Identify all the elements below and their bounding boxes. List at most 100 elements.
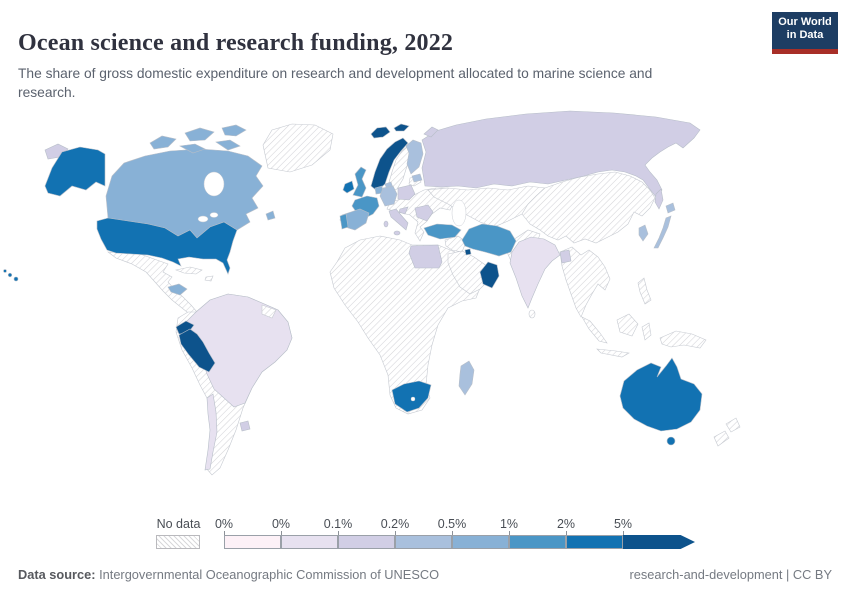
country-canada-arctic-1[interactable] xyxy=(149,135,177,150)
country-uruguay[interactable] xyxy=(239,420,251,432)
legend-bin-1[interactable] xyxy=(281,535,338,549)
country-kuwait[interactable] xyxy=(464,248,472,256)
region-no-data-cuba[interactable] xyxy=(174,266,203,275)
country-canada-arctic-5[interactable] xyxy=(215,139,241,151)
country-japan-hokkaido[interactable] xyxy=(665,202,676,214)
country-ireland[interactable] xyxy=(342,180,355,194)
legend-tick-1: 0% xyxy=(271,517,291,531)
legend-tickmark xyxy=(224,531,225,535)
country-japan-honshu[interactable] xyxy=(653,215,672,249)
country-united-kingdom[interactable] xyxy=(352,166,367,198)
country-bangladesh[interactable] xyxy=(559,249,572,264)
country-italy-sardinia[interactable] xyxy=(383,220,389,228)
region-no-data-new-zealand-south[interactable] xyxy=(713,430,730,447)
country-united-states[interactable] xyxy=(96,217,238,275)
country-iran[interactable] xyxy=(461,223,517,257)
region-no-data-mexico-central-america[interactable] xyxy=(107,251,198,317)
legend-tickmark xyxy=(338,531,339,535)
region-no-data-sulawesi[interactable] xyxy=(641,322,652,341)
country-united-states-hawaii-3[interactable] xyxy=(13,276,19,282)
legend-bin-2[interactable] xyxy=(338,535,395,549)
country-turkey[interactable] xyxy=(423,223,462,240)
legend-tickmark xyxy=(395,531,396,535)
legend-tickmark xyxy=(509,531,510,535)
legend-bin-0[interactable] xyxy=(224,535,281,549)
country-australia-tasmania[interactable] xyxy=(666,436,676,446)
region-no-data-africa[interactable] xyxy=(329,235,481,415)
country-egypt[interactable] xyxy=(408,244,443,269)
legend-bin-6[interactable] xyxy=(566,535,623,549)
lesotho-cutout xyxy=(410,396,416,402)
country-finland[interactable] xyxy=(405,139,424,175)
legend-tickmark xyxy=(452,531,453,535)
country-canada-newfoundland[interactable] xyxy=(265,210,276,221)
country-poland[interactable] xyxy=(397,184,416,201)
country-oman[interactable] xyxy=(479,261,500,289)
region-no-data-new-zealand-north[interactable] xyxy=(725,417,741,433)
legend-tick-6: 2% xyxy=(556,517,576,531)
legend-bin-7[interactable] xyxy=(623,535,695,549)
country-estonia[interactable] xyxy=(411,173,423,183)
owid-logo-line2: in Data xyxy=(786,29,824,41)
region-no-data-sri-lanka[interactable] xyxy=(528,309,536,319)
legend-tick-5: 1% xyxy=(499,517,519,531)
footer-right-text[interactable]: research-and-development | CC BY xyxy=(629,567,832,582)
data-source-value: Intergovernmental Oceanographic Commissi… xyxy=(95,567,440,582)
country-honduras[interactable] xyxy=(167,283,188,296)
country-italy-sicily[interactable] xyxy=(393,230,401,236)
region-no-data-guianas[interactable] xyxy=(261,304,277,319)
country-germany[interactable] xyxy=(379,185,398,207)
country-norway-svalbard[interactable] xyxy=(393,123,410,132)
legend-tick-0: 0% xyxy=(214,517,234,531)
legend-bin-3[interactable] xyxy=(395,535,452,549)
country-australia[interactable] xyxy=(619,357,703,432)
legend-bin-5[interactable] xyxy=(509,535,566,549)
country-united-states-hawaii-2[interactable] xyxy=(7,272,13,278)
region-no-data-china-mongolia[interactable] xyxy=(521,171,656,244)
country-madagascar[interactable] xyxy=(458,360,475,396)
country-italy[interactable] xyxy=(388,208,409,231)
country-russia-sakhalin[interactable] xyxy=(654,188,664,210)
owid-logo[interactable]: Our World in Data xyxy=(772,12,838,54)
country-peru[interactable] xyxy=(178,328,216,373)
country-united-states-hawaii-1[interactable] xyxy=(3,269,7,273)
country-canada-arctic-4[interactable] xyxy=(179,143,206,154)
region-no-data-philippines[interactable] xyxy=(637,277,652,305)
chart-subtitle: The share of gross domestic expenditure … xyxy=(18,65,653,100)
hudson-bay xyxy=(203,171,225,197)
owid-logo-stripe xyxy=(772,49,838,54)
region-no-data-hispaniola[interactable] xyxy=(204,275,214,282)
great-lakes-1 xyxy=(197,215,209,223)
legend-tickmark xyxy=(281,531,282,535)
region-no-data-java[interactable] xyxy=(596,348,630,358)
world-map[interactable] xyxy=(0,102,850,514)
country-united-states-alaska[interactable] xyxy=(44,146,106,197)
country-romania-bulgaria[interactable] xyxy=(414,204,434,222)
legend-no-data-label: No data xyxy=(156,517,201,531)
caspian-sea xyxy=(451,199,467,227)
region-no-data-borneo[interactable] xyxy=(616,313,639,337)
country-canada-arctic-3[interactable] xyxy=(221,124,247,137)
legend-no-data-swatch[interactable] xyxy=(156,535,200,549)
legend-bin-4[interactable] xyxy=(452,535,509,549)
country-india[interactable] xyxy=(509,236,561,309)
region-no-data-greenland[interactable] xyxy=(262,123,334,173)
region-no-data-southeast-asia[interactable] xyxy=(559,246,611,318)
country-russia[interactable] xyxy=(421,110,701,198)
legend-tickmark xyxy=(566,531,567,535)
country-canada-arctic-2[interactable] xyxy=(184,127,215,142)
country-chile[interactable] xyxy=(204,393,218,471)
legend-tickmark xyxy=(623,531,624,535)
page-title: Ocean science and research funding, 2022 xyxy=(18,30,454,57)
data-source-line: Data source: Intergovernmental Oceanogra… xyxy=(18,567,439,582)
region-no-data-sumatra[interactable] xyxy=(581,316,608,344)
legend-tick-2: 0.1% xyxy=(323,517,353,531)
country-south-africa[interactable] xyxy=(391,380,432,413)
country-croatia[interactable] xyxy=(398,206,409,215)
country-south-korea[interactable] xyxy=(638,224,649,242)
country-russia-novaya-zemlya[interactable] xyxy=(423,126,439,138)
country-portugal[interactable] xyxy=(339,213,349,230)
country-iceland[interactable] xyxy=(370,126,391,139)
region-no-data-new-guinea[interactable] xyxy=(659,330,707,349)
